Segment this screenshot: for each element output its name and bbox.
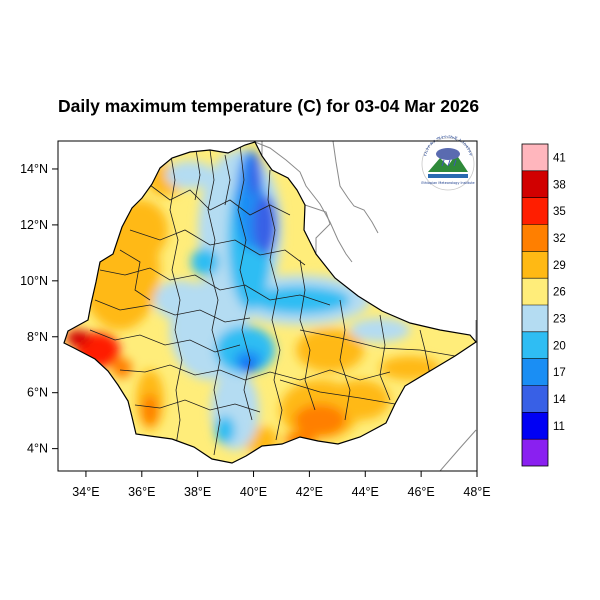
colorbar-label: 32 [553, 233, 566, 245]
colorbar-swatch [522, 278, 548, 305]
colorbar-swatch [522, 305, 548, 332]
colorbar-swatch [522, 385, 548, 413]
colorbar-swatch [522, 144, 548, 171]
x-axis: 34°E 36°E 38°E 40°E 42°E 44°E 46°E 48°E [72, 471, 491, 499]
x-tick-label: 40°E [240, 485, 267, 499]
y-tick-label: 4°N [27, 442, 48, 456]
colorbar-label: 26 [553, 287, 566, 299]
colorbar-label: 11 [553, 421, 565, 433]
colorbar-label: 35 [553, 206, 566, 218]
colorbar-label: 14 [553, 394, 566, 406]
y-tick-label: 12°N [20, 218, 48, 232]
x-tick-label: 42°E [296, 485, 323, 499]
colorbar-label: 20 [553, 340, 566, 352]
colorbar-swatch [522, 170, 548, 198]
colorbar: 41 38 35 32 29 26 23 20 17 14 11 [521, 143, 566, 467]
colorbar-swatch [522, 197, 548, 225]
y-tick-label: 6°N [27, 386, 48, 400]
meteorology-agency-logo: የኢትዮጵያ ሜትዮሮሎጂ ኢንስቲትዩት Ethiopian Meteorol… [421, 135, 475, 191]
colorbar-swatch [522, 358, 548, 386]
colorbar-swatch [522, 412, 548, 440]
x-tick-label: 46°E [408, 485, 435, 499]
x-tick-label: 38°E [184, 485, 211, 499]
logo-text-bottom: Ethiopian Meteorology Institute [421, 181, 474, 185]
colorbar-swatch [522, 331, 548, 359]
map-frame [57, 140, 478, 472]
colorbar-swatch [522, 224, 548, 252]
map-title: Daily maximum temperature (C) for 03-04 … [58, 96, 480, 116]
x-tick-label: 36°E [128, 485, 155, 499]
colorbar-label: 38 [553, 179, 566, 191]
colorbar-swatch [522, 439, 548, 466]
y-tick-label: 14°N [20, 162, 48, 176]
colorbar-label: 41 [553, 152, 566, 164]
y-tick-label: 8°N [27, 330, 48, 344]
x-tick-label: 48°E [463, 485, 490, 499]
y-axis: 14°N 12°N 10°N 8°N 6°N 4°N [20, 162, 58, 456]
colorbar-swatch [522, 251, 548, 279]
x-tick-label: 34°E [72, 485, 99, 499]
colorbar-label: 23 [553, 313, 566, 325]
neighbor-borders [254, 141, 477, 471]
admin-boundaries [89, 144, 456, 456]
colorbar-label: 29 [553, 260, 566, 272]
y-tick-label: 10°N [20, 274, 48, 288]
x-tick-label: 44°E [352, 485, 379, 499]
colorbar-label: 17 [553, 367, 566, 379]
